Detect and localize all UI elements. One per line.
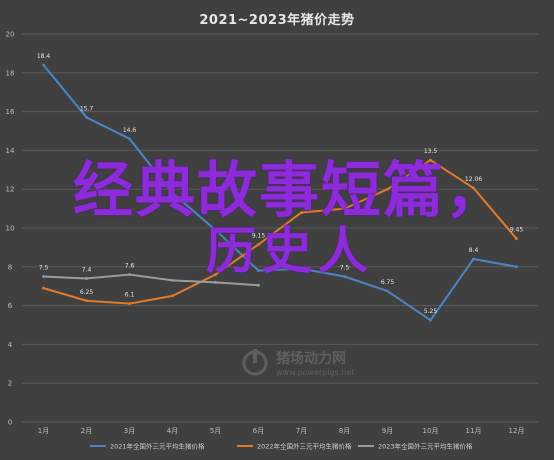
y-tick-label: 20	[6, 31, 15, 39]
legend-label: 2021年全国外三元平均生猪价格	[110, 442, 205, 451]
x-tick-label: 7月	[296, 427, 307, 435]
series-line-1	[42, 64, 517, 322]
y-tick-label: 18	[6, 69, 15, 77]
data-point	[42, 286, 45, 290]
chart-title: 2021~2023年猪价走势	[199, 13, 355, 28]
data-label: 6.1	[125, 292, 135, 299]
x-tick-label: 5月	[210, 427, 221, 435]
data-point	[171, 191, 174, 195]
y-tick-label: 16	[6, 108, 15, 116]
legend-label: 2022年全国外三元平均生猪价格	[257, 442, 352, 451]
data-point	[429, 318, 432, 322]
data-point	[515, 265, 518, 269]
y-tick-label: 12	[6, 186, 15, 194]
data-point	[472, 257, 475, 261]
y-tick-label: 4	[8, 341, 13, 349]
data-label: 5.25	[424, 308, 438, 315]
y-tick-label: 8	[8, 263, 12, 271]
data-label: 9.45	[510, 227, 524, 234]
x-tick-label: 11月	[466, 427, 482, 435]
legend-label: 2023年全国外三元平均生猪价格	[378, 442, 473, 451]
x-tick-label: 3月	[124, 427, 135, 435]
x-tick-label: 4月	[167, 427, 178, 435]
watermark-logo-icon	[242, 349, 268, 376]
data-point	[42, 63, 45, 67]
y-tick-label: 10	[6, 225, 15, 233]
data-label: 18.4	[37, 53, 51, 60]
data-label: 8.4	[469, 247, 479, 254]
data-point	[171, 278, 174, 282]
data-label: 15.7	[80, 105, 94, 112]
data-label: 7.5	[39, 265, 49, 272]
y-tick-label: 2	[8, 380, 12, 388]
x-tick-label: 6月	[253, 427, 264, 435]
data-label: 14.6	[123, 127, 137, 134]
data-label: 6.25	[80, 289, 94, 296]
data-point	[214, 273, 217, 276]
data-point	[85, 299, 88, 303]
data-point	[42, 275, 45, 278]
x-tick-label: 10月	[423, 427, 439, 435]
data-point	[128, 137, 131, 141]
data-point	[300, 267, 303, 271]
data-point	[343, 275, 346, 278]
data-label: 13.5	[424, 148, 438, 155]
data-point	[515, 237, 518, 241]
x-tick-label: 2月	[81, 427, 92, 435]
data-label: 7.5	[340, 265, 350, 272]
x-tick-label: 12月	[509, 427, 525, 435]
data-label: 7.6	[125, 263, 135, 270]
data-point	[214, 280, 217, 284]
data-label: 9.15	[252, 232, 266, 239]
data-point	[85, 277, 88, 280]
data-point	[343, 207, 346, 211]
data-point	[386, 187, 389, 191]
data-point	[128, 273, 131, 276]
series-line-2	[43, 159, 518, 305]
data-point	[171, 294, 174, 298]
data-point	[257, 269, 260, 273]
x-tick-label: 9月	[382, 427, 393, 435]
data-point	[300, 211, 303, 214]
x-tick-label: 1月	[38, 427, 49, 435]
watermark-url: www.powerpigs.net	[276, 368, 355, 377]
data-point	[85, 116, 88, 119]
data-point	[386, 289, 389, 293]
data-label: 6.75	[381, 279, 395, 286]
data-point	[257, 243, 260, 246]
watermark-text: 猪场动力网	[276, 351, 346, 367]
data-point	[128, 302, 131, 306]
y-tick-label: 14	[6, 147, 15, 155]
data-point	[472, 186, 475, 190]
y-tick-label: 0	[8, 419, 12, 427]
data-label: 7.4	[82, 266, 92, 273]
x-tick-label: 8月	[339, 427, 350, 435]
data-point	[429, 158, 432, 162]
data-label: 12.06	[465, 176, 482, 183]
data-point	[257, 283, 260, 287]
data-point	[214, 228, 217, 232]
series-line-3	[43, 273, 259, 287]
y-tick-label: 6	[8, 302, 13, 310]
